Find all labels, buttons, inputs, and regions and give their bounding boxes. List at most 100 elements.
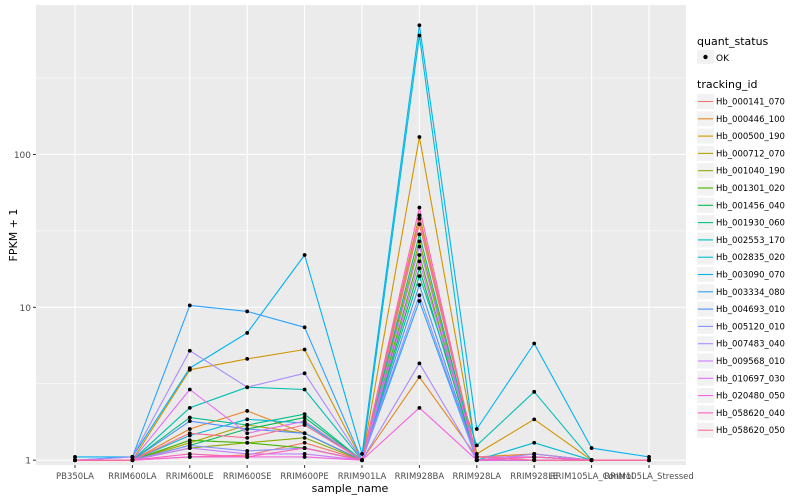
legend-label: Hb_058620_040 <box>716 409 785 419</box>
legend-label: Hb_003090_070 <box>716 271 785 281</box>
legend-label: Hb_001930_060 <box>716 219 785 229</box>
data-point <box>245 309 250 314</box>
legend-shape-point <box>703 54 708 60</box>
data-point <box>417 216 422 221</box>
data-point <box>187 455 192 459</box>
data-point <box>417 375 422 379</box>
data-point <box>302 325 307 330</box>
data-point <box>73 458 77 463</box>
y-tick-label: 1 <box>25 457 31 467</box>
data-point <box>302 371 307 376</box>
data-point <box>417 299 422 303</box>
legend-label: Hb_001040_190 <box>716 167 785 177</box>
data-point <box>417 274 422 279</box>
legend-label: Hb_002553_170 <box>716 236 785 246</box>
data-point <box>360 451 364 456</box>
data-point <box>245 417 250 422</box>
data-point <box>417 222 422 227</box>
data-point <box>474 455 479 459</box>
data-point <box>360 458 364 463</box>
data-point <box>647 458 651 463</box>
data-point <box>245 409 250 413</box>
data-point <box>417 259 422 264</box>
data-point <box>417 266 422 271</box>
data-point <box>302 431 307 436</box>
data-point <box>130 455 135 459</box>
legend-shape-title: quant_status <box>697 35 769 48</box>
legend-label: Hb_009568_010 <box>716 357 785 367</box>
data-point <box>245 356 250 361</box>
legend-color-items: Hb_000141_070 Hb_000446_100 Hb_000500_190 H… <box>697 94 785 438</box>
data-point <box>417 135 422 139</box>
legend-label: Hb_002835_020 <box>716 253 785 263</box>
data-point <box>302 451 307 456</box>
x-tick-label: RRIM928LA <box>452 472 501 482</box>
x-tick-label: RRIM105LA_Stressed <box>604 472 694 482</box>
data-point <box>245 331 250 335</box>
data-point <box>245 451 250 456</box>
data-point <box>417 293 422 298</box>
data-point <box>245 431 250 436</box>
data-point <box>532 417 537 422</box>
legend-label: Hb_007483_040 <box>716 340 785 350</box>
x-axis-title: sample_name <box>312 482 389 495</box>
data-point <box>417 33 422 38</box>
minor-gridlines <box>36 77 686 385</box>
data-point <box>417 361 422 366</box>
data-point <box>187 419 192 424</box>
y-tick-label: 100 <box>14 151 31 161</box>
legend-label: Hb_020480_050 <box>716 392 785 402</box>
data-point <box>187 446 192 450</box>
data-point <box>474 443 479 448</box>
legend-label: Hb_010697_030 <box>716 374 785 384</box>
x-tick-label: RRIM928BA <box>395 472 445 482</box>
data-point <box>417 244 422 249</box>
data-point <box>187 451 192 456</box>
data-point <box>302 347 307 352</box>
y-axis-title: FPKM + 1 <box>7 209 20 262</box>
data-point <box>417 239 422 244</box>
data-point <box>589 446 594 450</box>
legend-label: Hb_001301_020 <box>716 184 785 194</box>
legend-label: Hb_004693_010 <box>716 305 785 315</box>
plot-panel <box>36 5 686 465</box>
data-point <box>302 455 307 459</box>
data-point <box>187 387 192 392</box>
legend-label: Hb_003334_080 <box>716 288 785 298</box>
legend-label: Hb_000712_070 <box>716 149 785 159</box>
x-axis: PB350LA RRIM600LA RRIM600LE RRIM600SE RRIM60… <box>56 465 694 482</box>
legend-label: Hb_000141_070 <box>716 98 785 108</box>
data-point <box>302 415 307 420</box>
data-point <box>187 443 192 448</box>
legend-label: Hb_000500_190 <box>716 132 785 142</box>
data-point <box>647 455 651 459</box>
legend-color-title: tracking_id <box>697 78 758 91</box>
data-point <box>532 341 537 346</box>
data-point <box>187 348 192 353</box>
data-point <box>417 405 422 410</box>
data-point <box>417 205 422 210</box>
data-point <box>187 427 192 431</box>
data-point <box>302 253 307 257</box>
data-point <box>187 303 192 308</box>
data-point <box>302 446 307 450</box>
x-tick-label: PB350LA <box>56 472 94 482</box>
data-point <box>302 423 307 427</box>
data-point <box>245 435 250 440</box>
data-point <box>417 23 422 28</box>
legend-shape-label: OK <box>716 54 730 64</box>
data-point <box>245 427 250 431</box>
data-point <box>474 458 479 463</box>
data-point <box>245 423 250 427</box>
data-point <box>302 412 307 417</box>
x-tick-label: RRIM105LA_Control <box>550 472 634 482</box>
legend-label: Hb_000446_100 <box>716 115 785 125</box>
x-tick-label: RRIM600SE <box>223 472 272 482</box>
data-point <box>532 455 537 459</box>
data-point <box>589 458 594 463</box>
data-point <box>187 438 192 443</box>
data-point <box>302 387 307 392</box>
data-point <box>474 427 479 431</box>
data-point <box>417 253 422 257</box>
